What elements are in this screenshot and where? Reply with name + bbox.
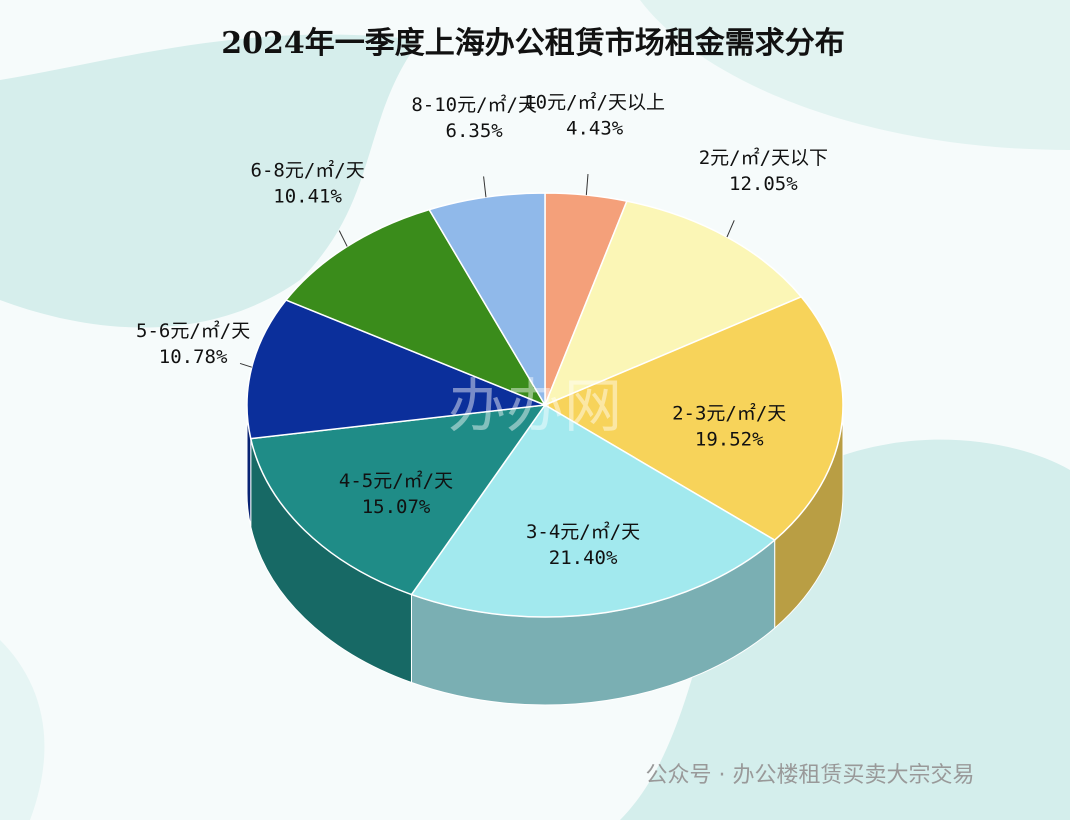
chart-title: 2024年一季度上海办公租赁市场租金需求分布 [221,26,845,61]
leader-line [483,176,487,198]
leader-line [585,174,589,196]
value-label: 10.41% [273,186,342,208]
slice [428,192,546,408]
leader-line [239,362,252,368]
value-label: 15.07% [362,496,431,518]
slice-label: 6-8元/㎡/天 [251,159,365,182]
value-label: 6.35% [446,120,504,142]
leader-line [726,220,735,238]
slice-label: 3-4元/㎡/天 [526,520,640,543]
slice [410,404,776,618]
slice-label: 5-6元/㎡/天 [136,319,250,342]
footer: 公众号 · 办公楼租赁买卖大宗交易 [646,763,975,788]
value-label: 10.78% [159,346,228,368]
blob [640,0,1070,150]
slice [249,404,547,596]
slice-label: 2元/㎡/天以下 [699,146,828,169]
slice-label: 10元/㎡/天以上 [524,90,665,113]
slice-label: 4-5元/㎡/天 [339,469,453,492]
blob [620,439,1070,820]
slice [246,299,546,440]
pie [246,192,844,706]
leader-line [338,230,348,247]
slice-label: 8-10元/㎡/天 [411,93,537,116]
slice-label: 2-3元/㎡/天 [672,402,786,425]
slice [543,295,844,542]
value-label: 12.05% [729,173,798,195]
blob [0,640,45,820]
blob [0,34,420,328]
value-label: 4.43% [566,117,624,139]
value-label: 19.52% [695,429,764,451]
slice [284,208,547,407]
watermark: 办办网 [448,372,622,440]
value-label: 21.40% [549,547,618,569]
